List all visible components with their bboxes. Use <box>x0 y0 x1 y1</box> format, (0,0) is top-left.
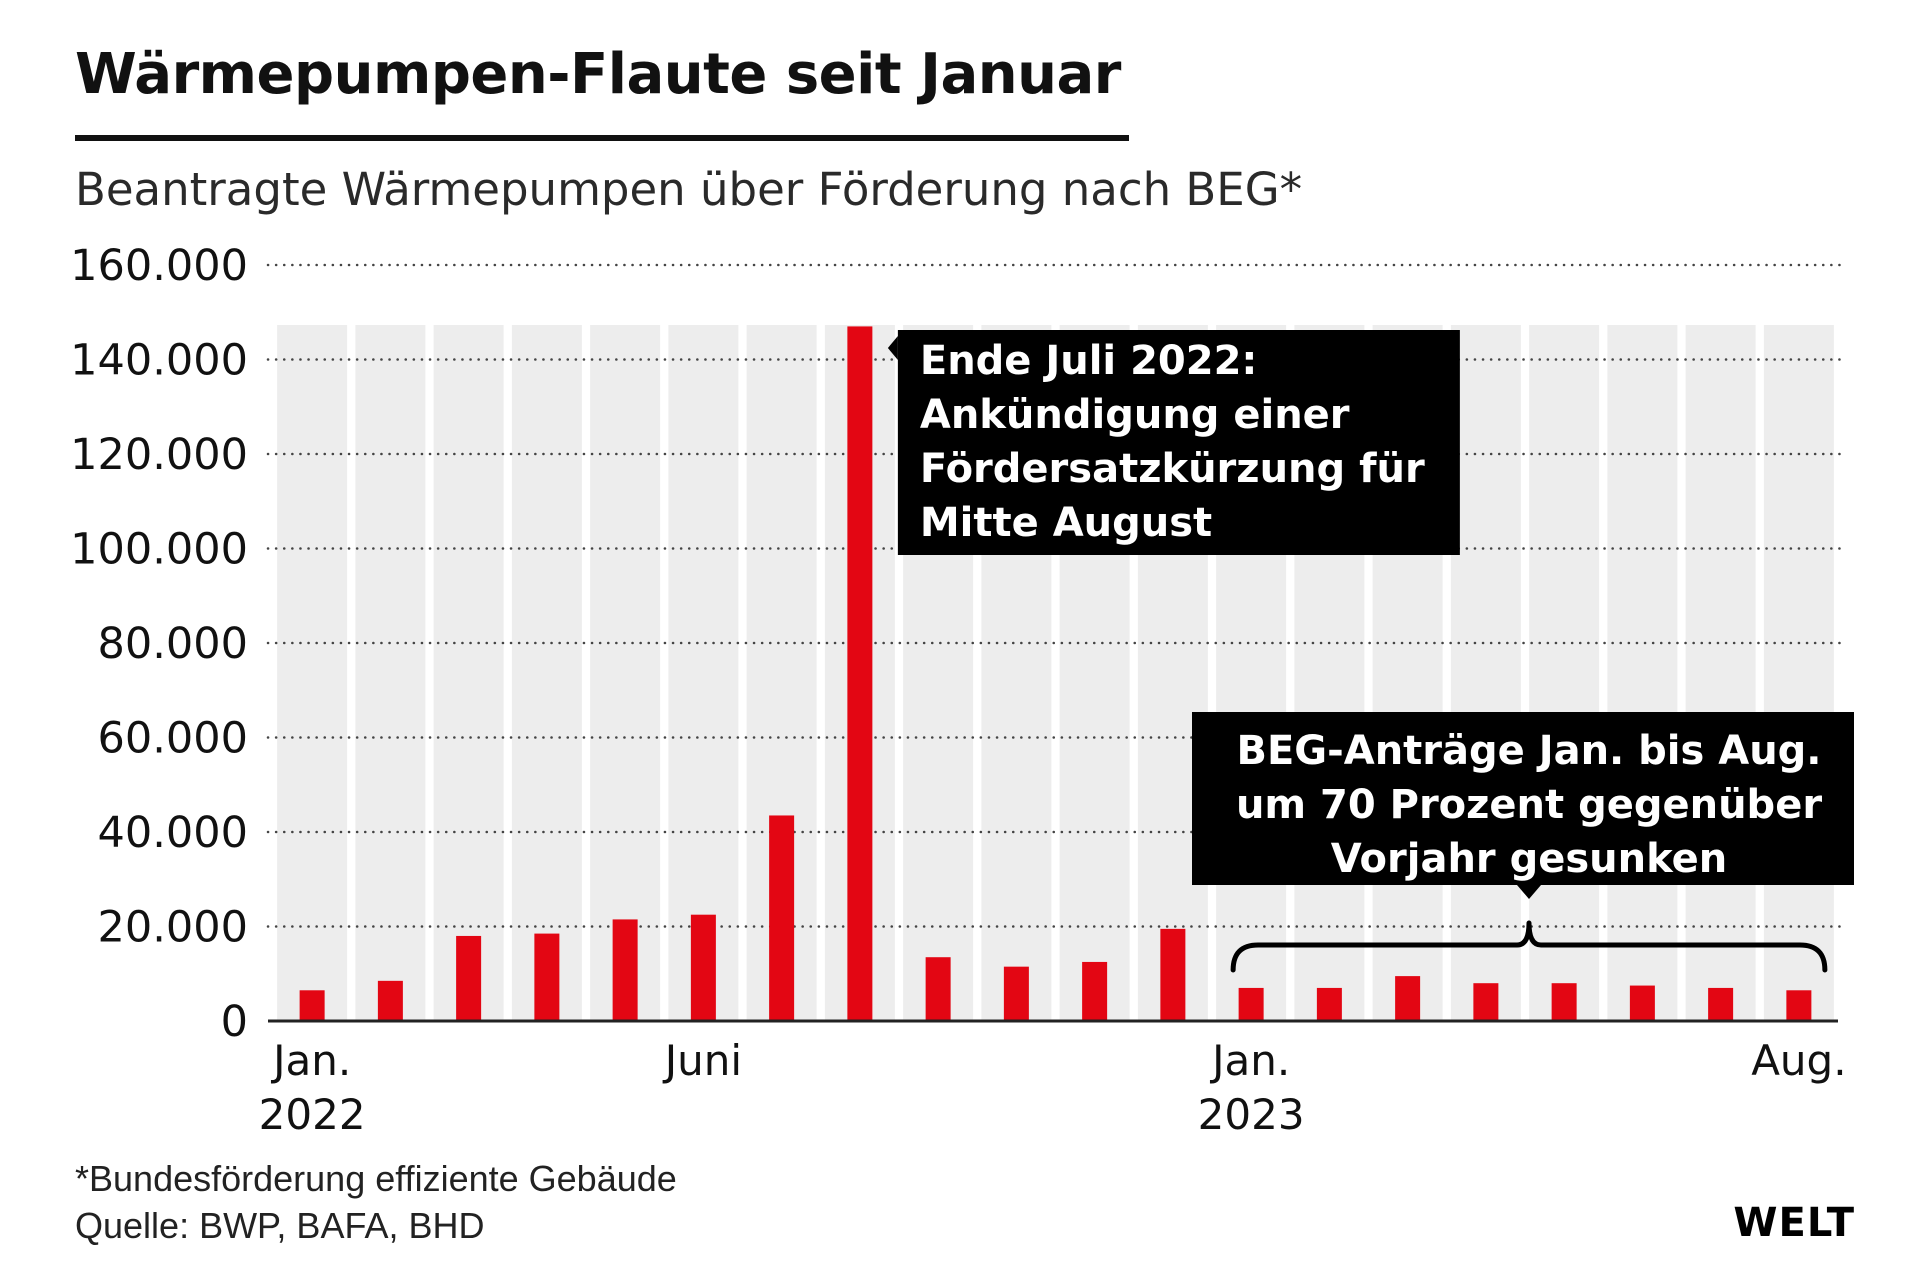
y-tick-label: 120.000 <box>70 430 248 480</box>
y-tick-label: 80.000 <box>98 619 248 669</box>
column-band <box>1529 325 1600 1021</box>
title-underline <box>75 135 1129 141</box>
y-tick-label: 140.000 <box>70 336 248 386</box>
bar <box>1238 987 1264 1021</box>
bar <box>769 815 795 1021</box>
y-tick-label: 20.000 <box>98 903 248 953</box>
bar <box>1082 961 1108 1021</box>
annotation-pointer <box>1517 885 1541 899</box>
bar <box>690 914 716 1021</box>
bar <box>1629 985 1655 1021</box>
annotation-text: BEG-Anträge Jan. bis Aug. um 70 Prozent g… <box>1236 728 1822 882</box>
bar <box>1786 990 1812 1021</box>
column-band <box>355 325 426 1021</box>
column-band <box>1685 325 1756 1021</box>
x-tick-label: Jan. 2022 <box>259 1036 366 1139</box>
bar <box>1708 987 1734 1021</box>
bar <box>1395 976 1421 1021</box>
bar <box>847 326 873 1021</box>
chart-title: Wärmepumpen-Flaute seit Januar <box>75 42 1121 107</box>
bar <box>1551 983 1577 1021</box>
column-band <box>590 325 661 1021</box>
bar <box>1003 966 1029 1021</box>
annotation-box <box>897 330 1460 555</box>
annotation-box <box>1192 712 1854 885</box>
column-band <box>1450 325 1521 1021</box>
annotation-pointer <box>887 336 898 360</box>
y-tick-label: 160.000 <box>70 241 248 291</box>
column-band <box>1763 325 1834 1021</box>
y-tick-label: 0 <box>221 997 248 1047</box>
bar-chart: 0 20.000 40.000 60.000 80.000 100.000 120.000 1… <box>70 241 1854 1139</box>
bar <box>1473 983 1499 1021</box>
source-line: Quelle: BWP, BAFA, BHD <box>75 1205 485 1246</box>
x-tick-label: Juni <box>662 1036 742 1085</box>
welt-logo: WELT <box>1733 1200 1855 1246</box>
annotation-text: Ende Juli 2022: Ankündigung einer Fördersa… <box>920 338 1425 546</box>
x-tick-label: Jan. 2023 <box>1198 1036 1305 1139</box>
y-tick-label: 100.000 <box>70 525 248 575</box>
column-band <box>277 325 348 1021</box>
range-bracket <box>1230 920 1828 973</box>
x-tick-label: Aug. <box>1751 1036 1846 1085</box>
bar <box>1316 987 1342 1021</box>
y-tick-label: 60.000 <box>98 714 248 764</box>
y-tick-label: 40.000 <box>98 808 248 858</box>
bar <box>299 990 325 1021</box>
bar <box>612 919 638 1021</box>
column-band <box>433 325 504 1021</box>
bar <box>534 933 560 1021</box>
bar <box>925 957 951 1021</box>
bar <box>377 980 403 1021</box>
column-band <box>668 325 739 1021</box>
column-band <box>1607 325 1678 1021</box>
bar <box>1160 928 1186 1021</box>
column-band <box>511 325 582 1021</box>
chart-subtitle: Beantragte Wärmepumpen über Förderung na… <box>75 163 1303 216</box>
bar <box>456 935 482 1021</box>
footnote: *Bundesförderung effiziente Gebäude <box>75 1158 677 1199</box>
